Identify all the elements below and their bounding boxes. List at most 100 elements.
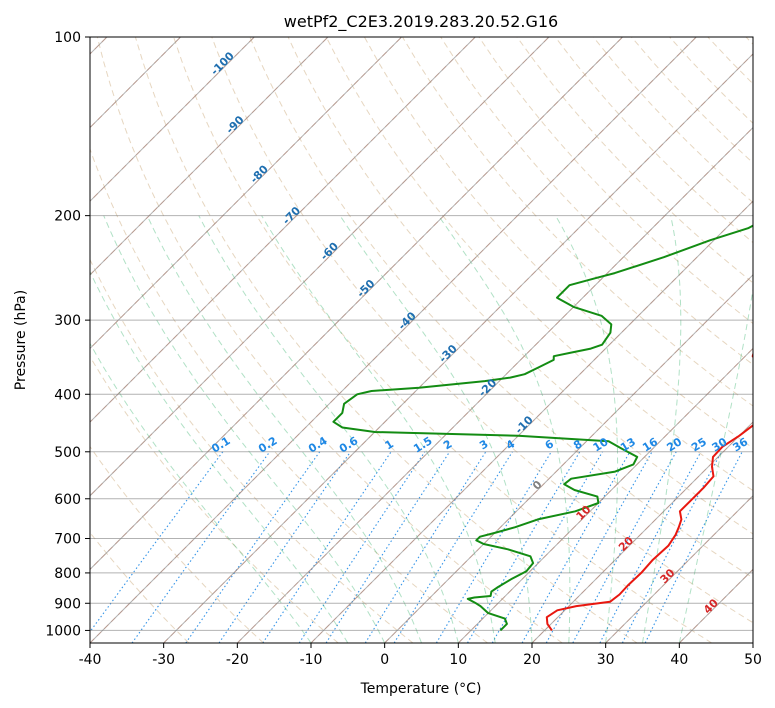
dashed-isotherm bbox=[678, 568, 753, 643]
moist-adiabat bbox=[261, 215, 496, 643]
dashed-isotherm bbox=[384, 274, 753, 643]
moist-adiabat bbox=[90, 342, 312, 643]
mixing-ratio-line bbox=[298, 451, 426, 643]
x-axis-label: Temperature (°C) bbox=[360, 681, 482, 697]
isotherm-label: -90 bbox=[223, 113, 246, 136]
mixing-ratio-line bbox=[262, 451, 392, 643]
dry-adiabat bbox=[516, 37, 753, 284]
dry-adiabat bbox=[211, 37, 753, 624]
moist-adiabat bbox=[642, 215, 682, 643]
series-layer bbox=[332, 224, 753, 632]
isotherm-label: -50 bbox=[354, 277, 377, 300]
isotherm-grid-line bbox=[90, 37, 329, 276]
plot-frame bbox=[89, 36, 754, 644]
mixing-ratio-label: 6 bbox=[543, 437, 557, 452]
isotherm-grid-line bbox=[752, 642, 753, 643]
isotherm-label: -30 bbox=[437, 342, 460, 365]
dry-adiabat bbox=[173, 37, 712, 643]
isotherm-label: -70 bbox=[280, 204, 303, 227]
mixing-ratio-label: 2 bbox=[441, 437, 454, 452]
background-lines bbox=[90, 37, 753, 643]
y-tick-label: 800 bbox=[54, 566, 81, 582]
isotherm-label: 30 bbox=[658, 566, 678, 586]
y-axis-label: Pressure (hPa) bbox=[13, 290, 29, 390]
isotherm-grid-line bbox=[90, 37, 550, 497]
y-tick-label: 400 bbox=[54, 387, 81, 403]
x-tick-label: -20 bbox=[226, 652, 249, 668]
y-tick-label: 100 bbox=[54, 30, 81, 46]
dry-adiabat bbox=[745, 37, 753, 45]
mixing-ratio-line bbox=[599, 451, 702, 643]
moist-adiabat bbox=[339, 215, 533, 643]
dry-adiabat bbox=[90, 147, 488, 643]
mixing-ratio-line bbox=[185, 451, 321, 643]
y-tick-label: 200 bbox=[54, 209, 81, 225]
mixing-ratio-label: 0.1 bbox=[209, 434, 232, 455]
x-tick-label: 50 bbox=[744, 652, 762, 668]
y-tick-label: 700 bbox=[54, 532, 81, 548]
moist-adiabat bbox=[90, 270, 349, 643]
x-tick-label: 0 bbox=[380, 652, 389, 668]
isotherm-grid-line bbox=[531, 421, 753, 643]
isotherm-grid-line bbox=[90, 37, 623, 571]
dewpoint-profile bbox=[332, 224, 753, 632]
isotherm-grid-line bbox=[678, 568, 753, 643]
mixing-ratio-line bbox=[131, 451, 271, 643]
moist-adiabat bbox=[555, 215, 619, 643]
mixing-ratio-label: 3 bbox=[477, 437, 490, 452]
isotherm-grid-line bbox=[384, 274, 753, 643]
dry-adiabat bbox=[90, 445, 264, 643]
moist-adiabat bbox=[437, 215, 571, 643]
mixing-ratio-line bbox=[521, 451, 631, 643]
dashed-isotherm bbox=[752, 642, 753, 643]
dry-adiabat bbox=[90, 355, 339, 643]
x-tick-label: -30 bbox=[152, 652, 175, 668]
isotherm-grid-line bbox=[90, 37, 697, 643]
mixing-ratio-line bbox=[644, 451, 743, 643]
x-tick-label: -40 bbox=[79, 652, 102, 668]
dashed-isotherm bbox=[310, 200, 753, 643]
y-tick-label: 1000 bbox=[45, 623, 81, 639]
x-tick-label: 30 bbox=[597, 652, 615, 668]
dashed-isotherm bbox=[236, 126, 753, 643]
dashed-isotherm bbox=[90, 37, 255, 202]
x-tick-label: 10 bbox=[449, 652, 467, 668]
mixing-ratio-line bbox=[325, 451, 451, 643]
isotherm-label: 40 bbox=[701, 596, 721, 616]
isotherm-grid-line bbox=[163, 53, 753, 643]
isotherm-grid-line bbox=[90, 37, 402, 350]
axis-ticks: -40 -30 -20 -10 0 10 20 30 40 5010020030040050060… bbox=[45, 30, 762, 668]
temperature-profile bbox=[545, 351, 753, 631]
dry-adiabat bbox=[249, 37, 753, 579]
mixing-ratio-label: 1.5 bbox=[411, 434, 434, 455]
dashed-isotherm bbox=[90, 37, 402, 350]
isotherm-grid-line bbox=[90, 37, 255, 202]
x-tick-label: -10 bbox=[300, 652, 323, 668]
dashed-isotherm bbox=[531, 421, 753, 643]
isotherm-label: -40 bbox=[396, 309, 419, 332]
y-tick-label: 500 bbox=[54, 445, 81, 461]
moist-adiabat bbox=[198, 215, 459, 643]
line-labels: 0.1 0.2 0.4 0.6 1 1.5 2 3 4 6 8 10 13 16 20 25 30 36-100-… bbox=[208, 49, 750, 616]
dry-adiabat bbox=[440, 37, 753, 366]
y-tick-label: 300 bbox=[54, 313, 81, 329]
dry-adiabat bbox=[554, 37, 753, 244]
dry-adiabat bbox=[669, 37, 753, 124]
y-tick-label: 900 bbox=[54, 596, 81, 612]
isotherm-label: 20 bbox=[616, 534, 636, 554]
isotherm-label: -100 bbox=[208, 49, 237, 78]
dry-adiabat bbox=[134, 37, 638, 643]
isotherm-grid-line bbox=[90, 37, 476, 423]
chart-title: wetPf2_C2E3.2019.283.20.52.G16 bbox=[284, 12, 558, 32]
moist-adiabat bbox=[103, 215, 386, 643]
grid-lines bbox=[90, 37, 753, 643]
mixing-ratio-line bbox=[90, 451, 224, 633]
dry-adiabat bbox=[707, 37, 753, 85]
dry-adiabat bbox=[325, 37, 753, 492]
isotherm-label: -80 bbox=[248, 162, 271, 185]
isotherm-grid-line bbox=[310, 200, 753, 643]
mixing-ratio-line bbox=[218, 451, 351, 643]
isotherm-grid-line bbox=[457, 347, 753, 643]
